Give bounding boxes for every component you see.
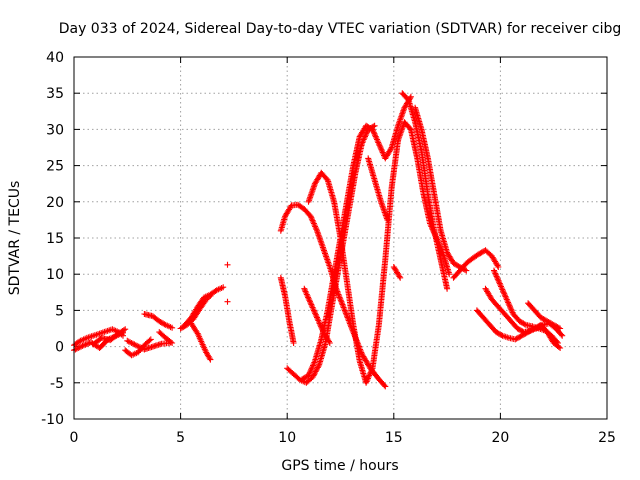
data-points <box>188 320 214 363</box>
data-point <box>224 261 231 268</box>
data-points <box>299 93 414 383</box>
series-arc-25 <box>473 307 564 351</box>
series-arc-14 <box>299 93 414 383</box>
data-points <box>124 337 173 353</box>
data-points <box>141 311 176 331</box>
y-tick-label: 5 <box>55 303 64 319</box>
data-points <box>305 119 453 386</box>
data-points <box>412 104 470 274</box>
x-tick-label: 10 <box>278 430 296 446</box>
series-arc-7 <box>156 329 176 346</box>
series-arc-21 <box>412 104 470 274</box>
data-marks <box>71 90 566 390</box>
axis-ticks: 0 5 10 15 20 25 -10 -5 0 5 10 15 20 25 30 35 40 <box>41 50 616 446</box>
y-tick-label: -10 <box>41 412 64 428</box>
x-tick-label: 20 <box>491 430 509 446</box>
x-tick-label: 0 <box>70 430 79 446</box>
series-arc-18 <box>365 155 391 223</box>
y-tick-label: 40 <box>46 50 64 66</box>
data-points <box>156 329 176 346</box>
data-points <box>301 285 333 346</box>
series-arc-5 <box>124 337 173 353</box>
data-points <box>525 300 564 332</box>
series-arc-26 <box>525 300 564 332</box>
data-points <box>390 264 404 281</box>
series-arc-22 <box>450 247 502 281</box>
series-arc-15 <box>305 119 453 386</box>
series-arc-20 <box>399 90 451 292</box>
y-tick-label: 10 <box>46 267 64 283</box>
data-points <box>450 247 502 281</box>
series-arc-16 <box>277 274 297 346</box>
series-arc-17 <box>301 285 333 346</box>
y-tick-label: 0 <box>55 340 64 356</box>
chart-title: Day 033 of 2024, Sidereal Day-to-day VTE… <box>59 21 622 37</box>
plot-frame <box>73 56 608 420</box>
y-tick-label: 30 <box>46 122 64 138</box>
y-tick-label: 35 <box>46 86 64 102</box>
x-tick-label: 15 <box>385 430 403 446</box>
y-axis-label: SDTVAR / TECUs <box>7 181 23 296</box>
series-arc-6 <box>141 311 176 331</box>
series-arc-9 <box>181 284 227 328</box>
y-tick-label: 25 <box>46 159 64 175</box>
series-arc-3 <box>90 326 129 348</box>
data-points <box>181 284 227 328</box>
y-tick-label: 15 <box>46 231 64 247</box>
data-points <box>277 274 297 346</box>
data-points <box>473 307 564 351</box>
x-tick-label: 25 <box>598 430 616 446</box>
y-tick-label: -5 <box>50 376 64 392</box>
data-point <box>224 298 231 305</box>
series-arc-11 <box>224 261 231 305</box>
x-tick-label: 5 <box>176 430 185 446</box>
data-points <box>365 155 391 223</box>
series-arc-10 <box>188 320 214 363</box>
series-arc-19 <box>390 264 404 281</box>
x-axis-label: GPS time / hours <box>281 458 398 474</box>
data-points <box>399 90 451 292</box>
data-points <box>90 326 129 348</box>
y-tick-label: 20 <box>46 195 64 211</box>
